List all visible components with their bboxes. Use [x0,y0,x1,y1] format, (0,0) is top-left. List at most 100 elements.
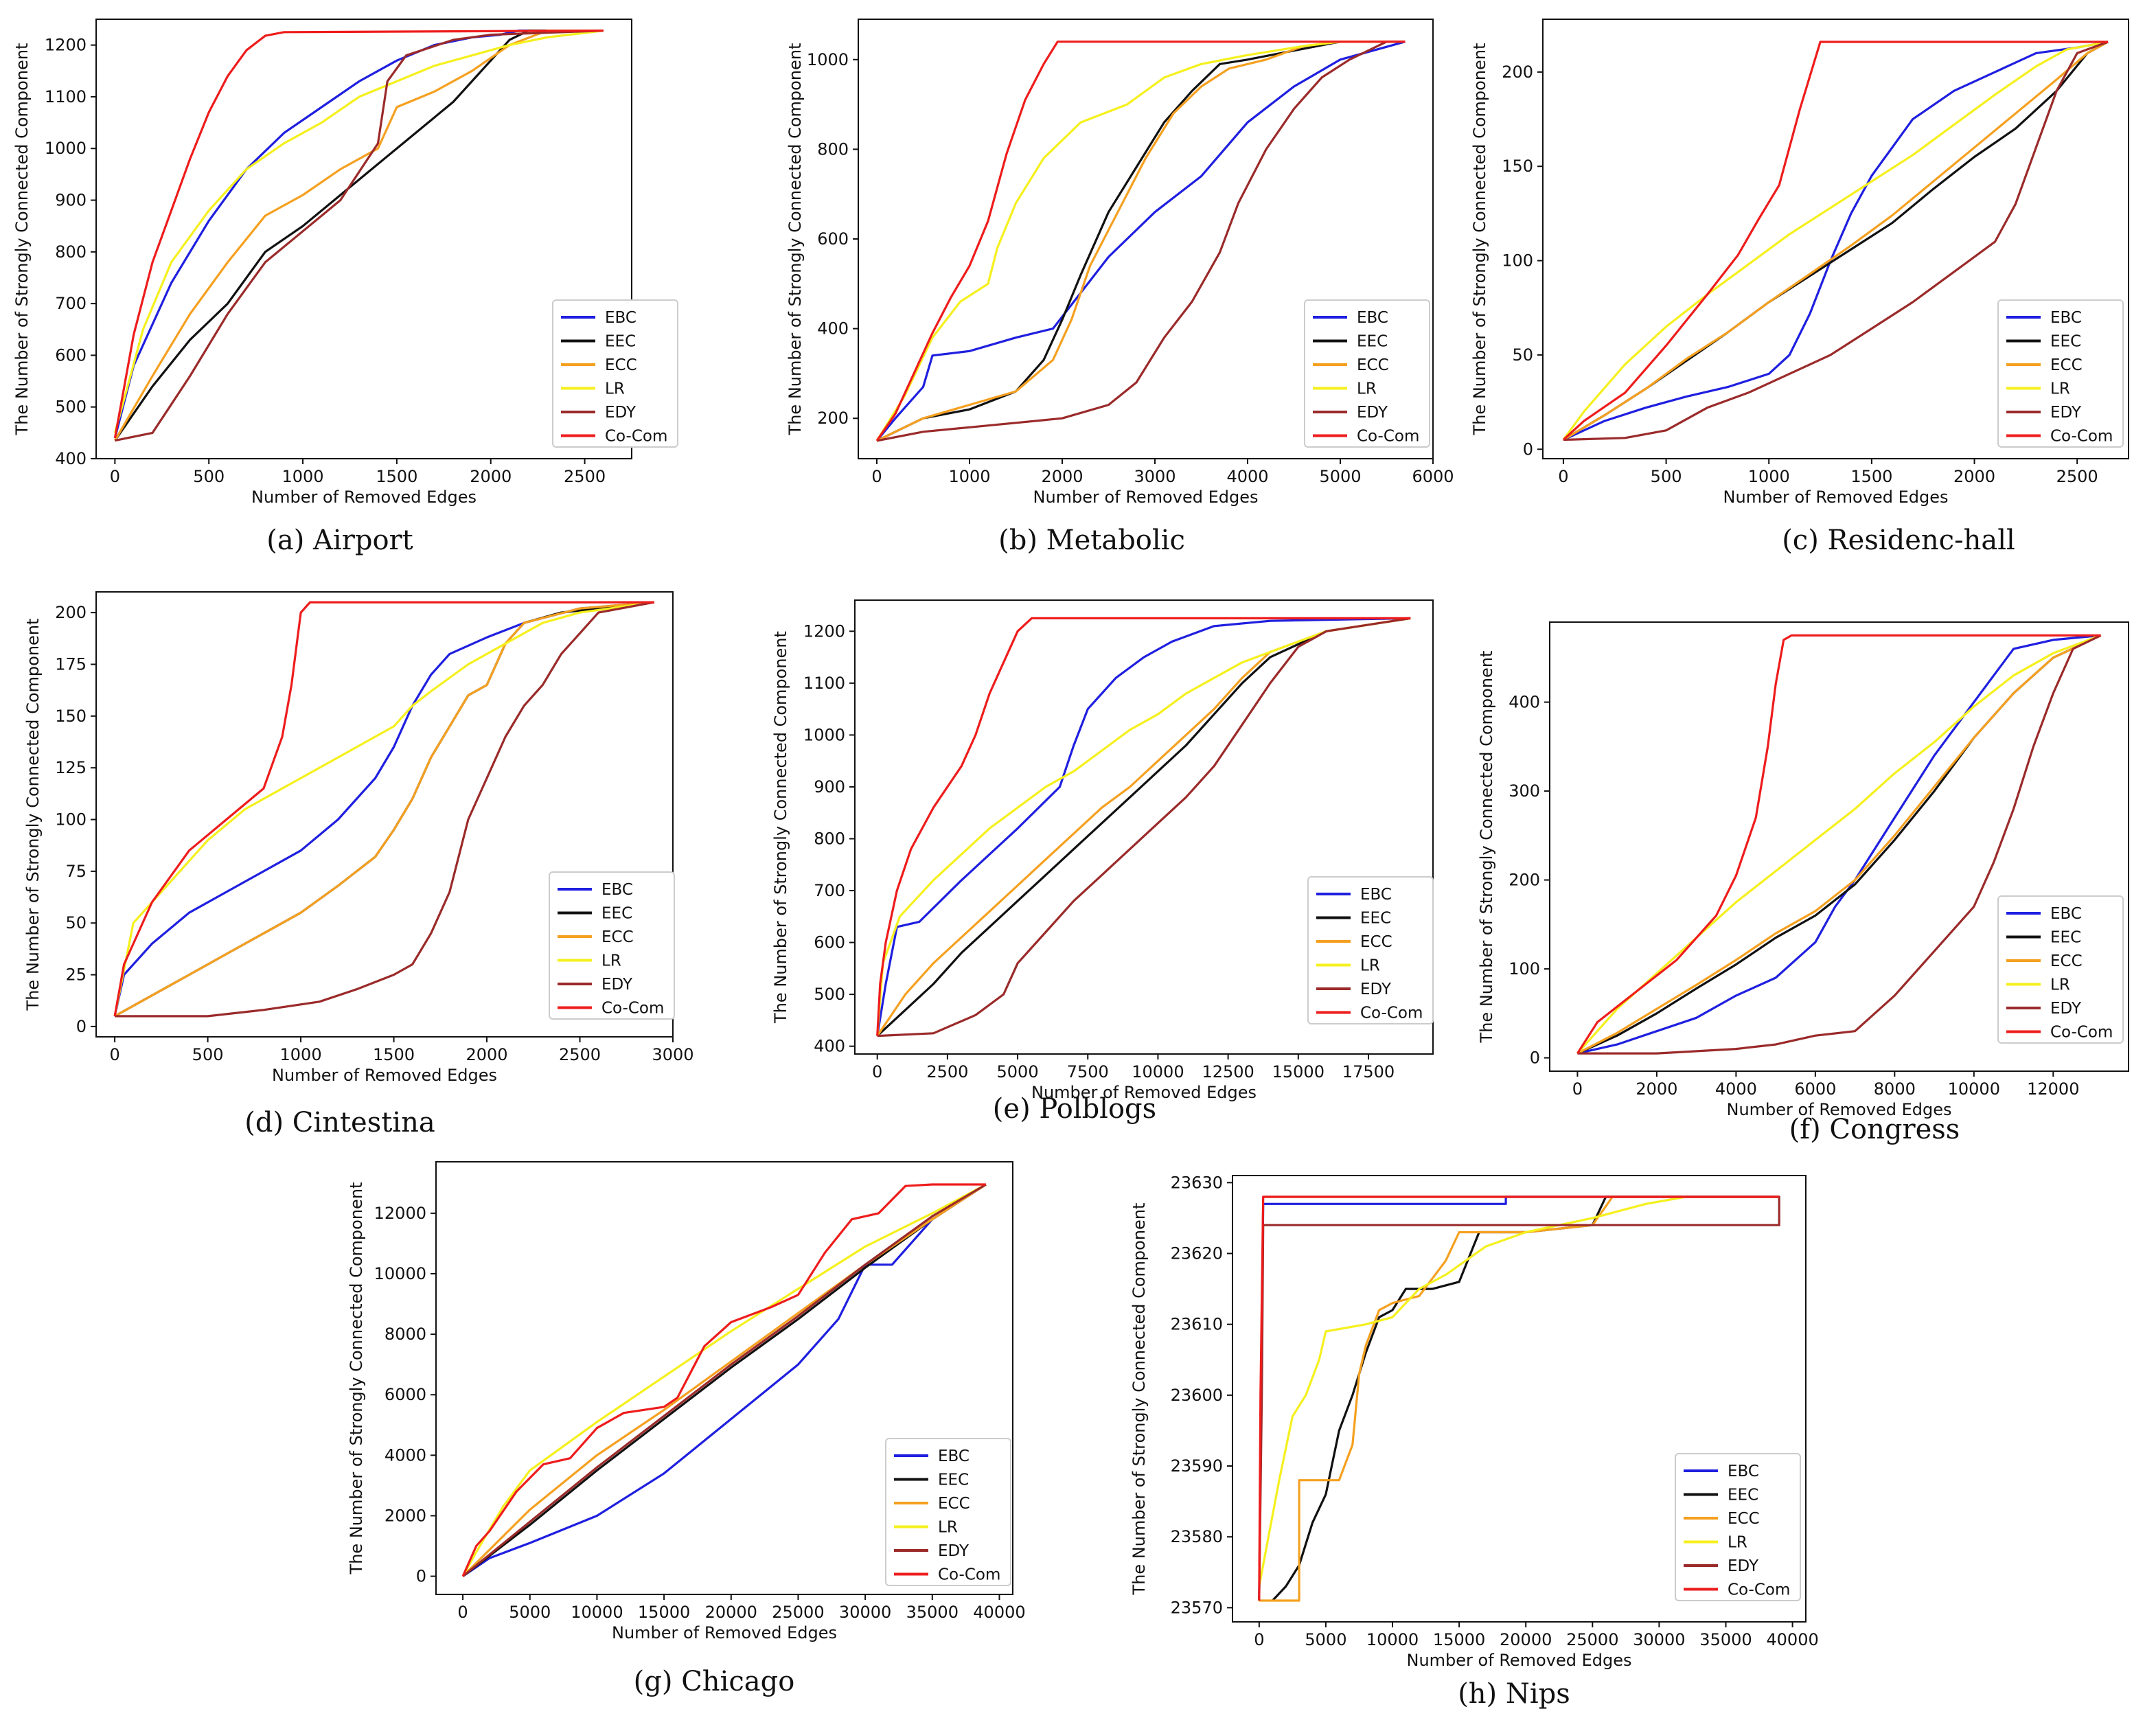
y-tick-label: 400 [814,1037,845,1056]
y-tick-label: 800 [814,829,845,848]
y-tick-label: 400 [55,449,87,468]
x-tick-label: 6000 [1794,1079,1836,1099]
x-axis-label: Number of Removed Edges [1031,1083,1257,1102]
x-tick-label: 2000 [1636,1079,1677,1099]
x-tick-label: 1500 [1850,467,1892,486]
legend-label: LR [938,1519,958,1537]
x-tick-label: 1000 [948,467,990,486]
panel-5: 0 2500 5000 7500 10000 12500 15000 17500 400 500 6… [771,599,1434,1125]
panel-8: 0 5000 10000 15000 20000 25000 30000 35000 40000… [1129,1173,1819,1710]
series-line-ecc [876,617,1411,1037]
series-line-lr [876,617,1411,1036]
y-tick-label: 23610 [1171,1315,1223,1334]
legend-label: LR [1728,1534,1747,1552]
legend-label: ECC [1360,933,1392,951]
x-tick-label: 5000 [997,1062,1039,1081]
series-line-ebc [876,617,1411,1036]
y-tick-label: 23620 [1171,1244,1223,1263]
legend: EBC EEC ECC LR EDY Co-Com [552,299,678,448]
x-axis-label: Number of Removed Edges [1033,488,1259,507]
y-axis-label: The Number of Strongly Connected Compone… [1470,43,1489,436]
legend-label: ECC [2050,356,2083,374]
legend-label: EEC [1357,333,1388,351]
y-tick-label: 25 [65,965,87,985]
series-line-ecc [876,41,1406,442]
legend-label: EDY [605,404,637,422]
legend-label: Co-Com [1360,1005,1423,1022]
legend-box [1304,299,1430,448]
x-tick-label: 1000 [280,1045,322,1064]
legend: EBC EEC ECC LR EDY Co-Com [1675,1453,1801,1601]
y-tick-label: 1100 [45,87,87,106]
x-tick-label: 17500 [1342,1062,1395,1081]
y-tick-label: 4000 [385,1445,426,1465]
series-line-edy [462,1183,987,1577]
x-tick-label: 2000 [466,1045,507,1064]
legend-label: EBC [2050,309,2082,327]
x-tick-label: 2500 [2056,467,2098,486]
y-tick-label: 0 [416,1567,426,1586]
x-axis-label: Number of Removed Edges [1407,1651,1632,1670]
y-tick-label: 23580 [1171,1527,1223,1546]
y-tick-label: 1200 [803,621,845,641]
y-tick-label: 1000 [45,139,87,158]
series-line-lr [1576,634,2102,1055]
series-line-eec [114,29,604,442]
y-tick-label: 12000 [374,1204,426,1223]
series-line-lr [113,601,655,1017]
legend-box [1997,299,2124,448]
x-tick-label: 500 [193,467,225,486]
plot-frame [435,1161,1013,1595]
x-tick-label: 2500 [564,467,606,486]
subfigure-caption: (h) Nips [1458,1678,1570,1710]
legend-label: LR [1360,957,1380,975]
series-line-edy [877,617,1411,1038]
x-tick-label: 20000 [705,1603,757,1622]
series-line-edy [115,601,655,1018]
legend-label: LR [605,380,625,398]
legend-label: EEC [2050,929,2081,947]
subfigure-caption: (e) Polblogs [993,1093,1156,1125]
legend-label: Co-Com [601,1000,664,1018]
y-tick-label: 700 [814,881,845,900]
legend: EBC EEC ECC LR EDY Co-Com [885,1438,1011,1586]
x-axis-label: Number of Removed Edges [1723,488,1949,507]
x-tick-label: 0 [1558,467,1568,486]
legend-label: EEC [605,333,636,351]
y-tick-label: 1000 [807,50,849,69]
x-tick-label: 6000 [1412,467,1454,486]
y-tick-label: 800 [817,139,849,159]
x-tick-label: 2000 [1953,467,1995,486]
y-tick-label: 6000 [385,1385,426,1404]
series-line-edy [1577,634,2102,1055]
legend-label: ECC [1728,1510,1760,1528]
y-tick-label: 300 [1509,781,1540,801]
subfigure-caption: (d) Cintestina [244,1107,435,1138]
x-tick-label: 35000 [906,1603,959,1622]
legend-label: Co-Com [1357,428,1419,446]
y-tick-label: 8000 [385,1325,426,1344]
legend-label: EBC [1728,1463,1759,1480]
x-tick-label: 15000 [1433,1630,1485,1649]
legend-label: EEC [1360,910,1391,928]
legend-box [1675,1453,1801,1601]
x-tick-label: 8000 [1874,1079,1916,1099]
legend: EBC EEC ECC LR EDY Co-Com [1307,876,1434,1024]
y-tick-label: 100 [1502,251,1533,271]
y-tick-label: 150 [55,707,87,726]
x-tick-label: 40000 [973,1603,1025,1622]
series-line-co-com [1562,41,2109,441]
legend-label: ECC [938,1495,970,1513]
x-tick-label: 1500 [376,467,417,486]
subfigure-caption: (b) Metabolic [998,525,1185,556]
x-tick-label: 30000 [1633,1630,1685,1649]
plot-frame [95,591,674,1038]
legend-label: EEC [938,1471,969,1489]
x-tick-label: 25000 [772,1603,824,1622]
y-tick-label: 75 [65,862,87,881]
x-axis-label: Number of Removed Edges [1727,1100,1952,1119]
plot-frame [1542,19,2129,459]
legend-label: LR [601,952,621,970]
y-tick-label: 1200 [45,36,87,55]
x-tick-label: 0 [1254,1630,1264,1649]
